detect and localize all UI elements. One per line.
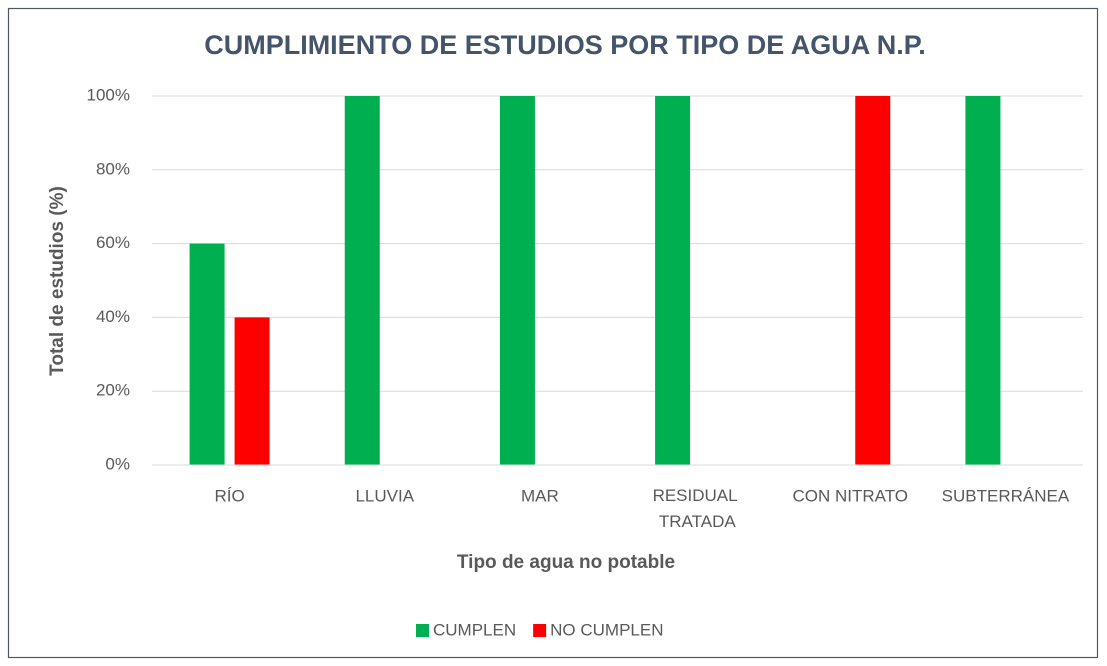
x-tick-label: RESIDUAL TRATADA xyxy=(653,486,738,531)
y-tick-label: 20% xyxy=(96,381,130,400)
bar xyxy=(499,96,535,465)
legend-label: NO CUMPLEN xyxy=(550,620,663,639)
y-tick-label: 100% xyxy=(87,85,130,104)
chart-title: CUMPLIMIENTO DE ESTUDIOS POR TIPO DE AGU… xyxy=(204,30,926,60)
y-tick-label: 0% xyxy=(105,454,130,473)
x-tick-label: RÍO xyxy=(214,486,244,505)
legend-swatch xyxy=(533,624,547,637)
y-tick-label: 40% xyxy=(96,307,130,326)
bar xyxy=(189,243,225,465)
legend-label: CUMPLEN xyxy=(433,620,516,639)
y-tick-label: 80% xyxy=(96,159,130,178)
y-tick-label: 60% xyxy=(96,233,130,252)
bar xyxy=(344,96,380,465)
x-tick-label: LLUVIA xyxy=(355,486,414,505)
y-axis-label: Total de estudios (%) xyxy=(47,186,68,376)
bar xyxy=(655,96,691,465)
x-tick-label: MAR xyxy=(521,486,559,505)
legend-swatch xyxy=(416,624,429,637)
bar xyxy=(855,96,891,465)
x-tick-label: CON NITRATO xyxy=(792,486,908,505)
bar xyxy=(234,317,270,465)
x-axis-label: Tipo de agua no potable xyxy=(457,552,675,573)
bar xyxy=(965,96,1001,465)
x-tick-label: SUBTERRÁNEA xyxy=(942,486,1070,505)
